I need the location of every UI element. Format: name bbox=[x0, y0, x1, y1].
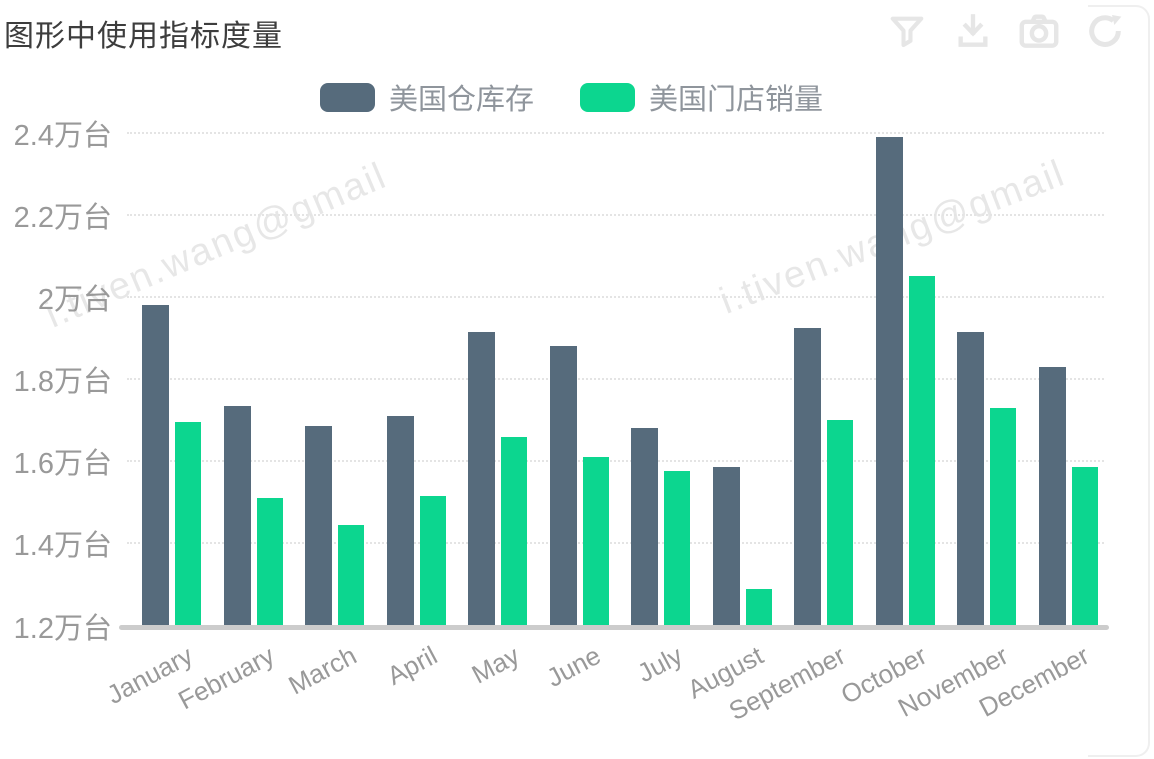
refresh-icon[interactable] bbox=[1082, 8, 1128, 54]
bar-us-store-sales-october[interactable] bbox=[908, 276, 935, 626]
bar-us-warehouse-inventory-may[interactable] bbox=[468, 331, 496, 626]
bar-us-store-sales-june[interactable] bbox=[582, 457, 609, 626]
chart-title: 图形中使用指标度量 bbox=[4, 20, 283, 53]
y-axis-label: 2.2万台 bbox=[13, 201, 112, 234]
filter-icon[interactable] bbox=[884, 8, 930, 54]
bar-us-warehouse-inventory-september[interactable] bbox=[794, 327, 822, 626]
y-axis-label: 1.4万台 bbox=[13, 530, 112, 563]
legend-swatch-us-store-sales bbox=[580, 82, 636, 112]
download-icon[interactable] bbox=[950, 8, 996, 54]
bar-us-warehouse-inventory-december[interactable] bbox=[1038, 366, 1066, 626]
camera-icon[interactable] bbox=[1016, 8, 1062, 54]
bar-us-store-sales-may[interactable] bbox=[501, 436, 528, 626]
legend-swatch-us-warehouse-inventory bbox=[320, 82, 375, 112]
bar-us-store-sales-august[interactable] bbox=[745, 588, 772, 626]
gridline bbox=[127, 131, 1104, 134]
legend-item-us-store-sales[interactable]: 美国门店销量 bbox=[580, 76, 823, 118]
bar-us-store-sales-november[interactable] bbox=[990, 407, 1017, 626]
gridline bbox=[127, 460, 1104, 463]
bar-us-warehouse-inventory-august[interactable] bbox=[712, 467, 740, 626]
bar-us-warehouse-inventory-march[interactable] bbox=[305, 426, 333, 626]
toolbar bbox=[884, 8, 1128, 54]
bar-us-warehouse-inventory-january[interactable] bbox=[142, 305, 170, 626]
bar-us-warehouse-inventory-february[interactable] bbox=[223, 405, 251, 626]
gridline bbox=[127, 295, 1104, 298]
x-axis-label-march: March bbox=[282, 640, 361, 701]
x-axis-label-july: July bbox=[631, 640, 687, 689]
x-axis-label-may: May bbox=[466, 640, 524, 690]
legend-item-us-warehouse-inventory[interactable]: 美国仓库存 bbox=[320, 76, 534, 118]
bar-us-warehouse-inventory-july[interactable] bbox=[631, 428, 659, 626]
bar-us-warehouse-inventory-october[interactable] bbox=[875, 136, 903, 626]
y-axis-label: 1.2万台 bbox=[13, 612, 112, 645]
bar-us-store-sales-march[interactable] bbox=[338, 524, 365, 626]
x-axis-label-april: April bbox=[382, 640, 443, 691]
legend-label: 美国仓库存 bbox=[389, 84, 535, 116]
x-axis-label-june: June bbox=[541, 640, 606, 693]
gridline bbox=[127, 378, 1104, 381]
bar-us-store-sales-january[interactable] bbox=[175, 422, 202, 626]
y-axis-label: 1.6万台 bbox=[13, 448, 112, 481]
bar-us-warehouse-inventory-june[interactable] bbox=[549, 346, 577, 626]
legend-label: 美国门店销量 bbox=[649, 84, 824, 116]
gridline bbox=[127, 542, 1104, 545]
gridline bbox=[127, 213, 1104, 216]
bar-us-store-sales-april[interactable] bbox=[419, 496, 446, 626]
bar-us-store-sales-july[interactable] bbox=[664, 471, 691, 626]
bar-us-store-sales-february[interactable] bbox=[256, 498, 283, 626]
bar-us-store-sales-december[interactable] bbox=[1071, 467, 1098, 626]
legend: 美国仓库存 美国门店销量 bbox=[320, 76, 823, 118]
y-axis-label: 1.8万台 bbox=[13, 366, 112, 399]
bar-us-store-sales-september[interactable] bbox=[827, 420, 854, 626]
x-axis-line bbox=[119, 625, 1109, 630]
bar-us-warehouse-inventory-april[interactable] bbox=[386, 415, 414, 626]
y-axis-label: 2.4万台 bbox=[13, 119, 112, 152]
y-axis-label: 2万台 bbox=[37, 283, 112, 316]
bar-us-warehouse-inventory-november[interactable] bbox=[957, 331, 985, 626]
